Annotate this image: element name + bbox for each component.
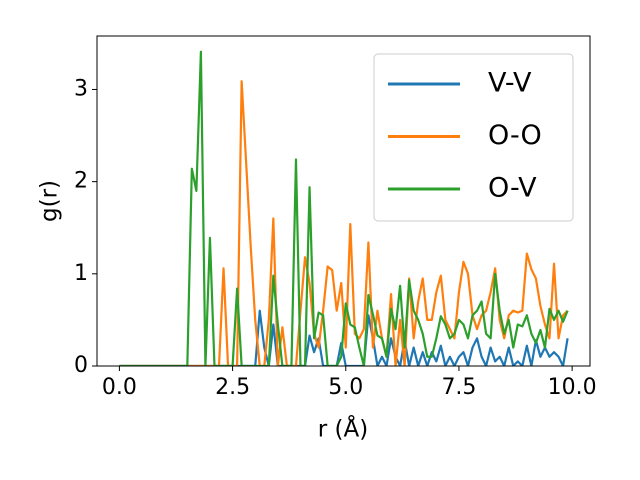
plot-frame	[96, 35, 591, 367]
legend-box	[373, 53, 574, 222]
y-tick-label: 2	[74, 169, 88, 194]
x-tick-label: 7.5	[441, 375, 476, 400]
legend-label: O-O	[488, 120, 542, 151]
data-line	[119, 80, 569, 366]
legend: V-V O-O O-V	[373, 53, 574, 222]
data-line	[119, 50, 569, 366]
plot-lines	[119, 50, 569, 366]
y-axis-label: g(r)	[37, 180, 63, 222]
y-tick-label: 1	[74, 261, 88, 286]
x-tick-label: 5.0	[328, 375, 363, 400]
x-axis-label: r (Å)	[318, 415, 368, 443]
x-tick-label: 0.0	[102, 375, 137, 400]
y-tick-label: 3	[74, 76, 88, 101]
data-line	[119, 309, 569, 366]
y-tick-label: 0	[74, 353, 88, 378]
x-tick-label: 2.5	[215, 375, 250, 400]
legend-label: O-V	[488, 173, 537, 204]
legend-label: V-V	[488, 68, 532, 99]
x-tick-label: 10.0	[548, 375, 597, 400]
